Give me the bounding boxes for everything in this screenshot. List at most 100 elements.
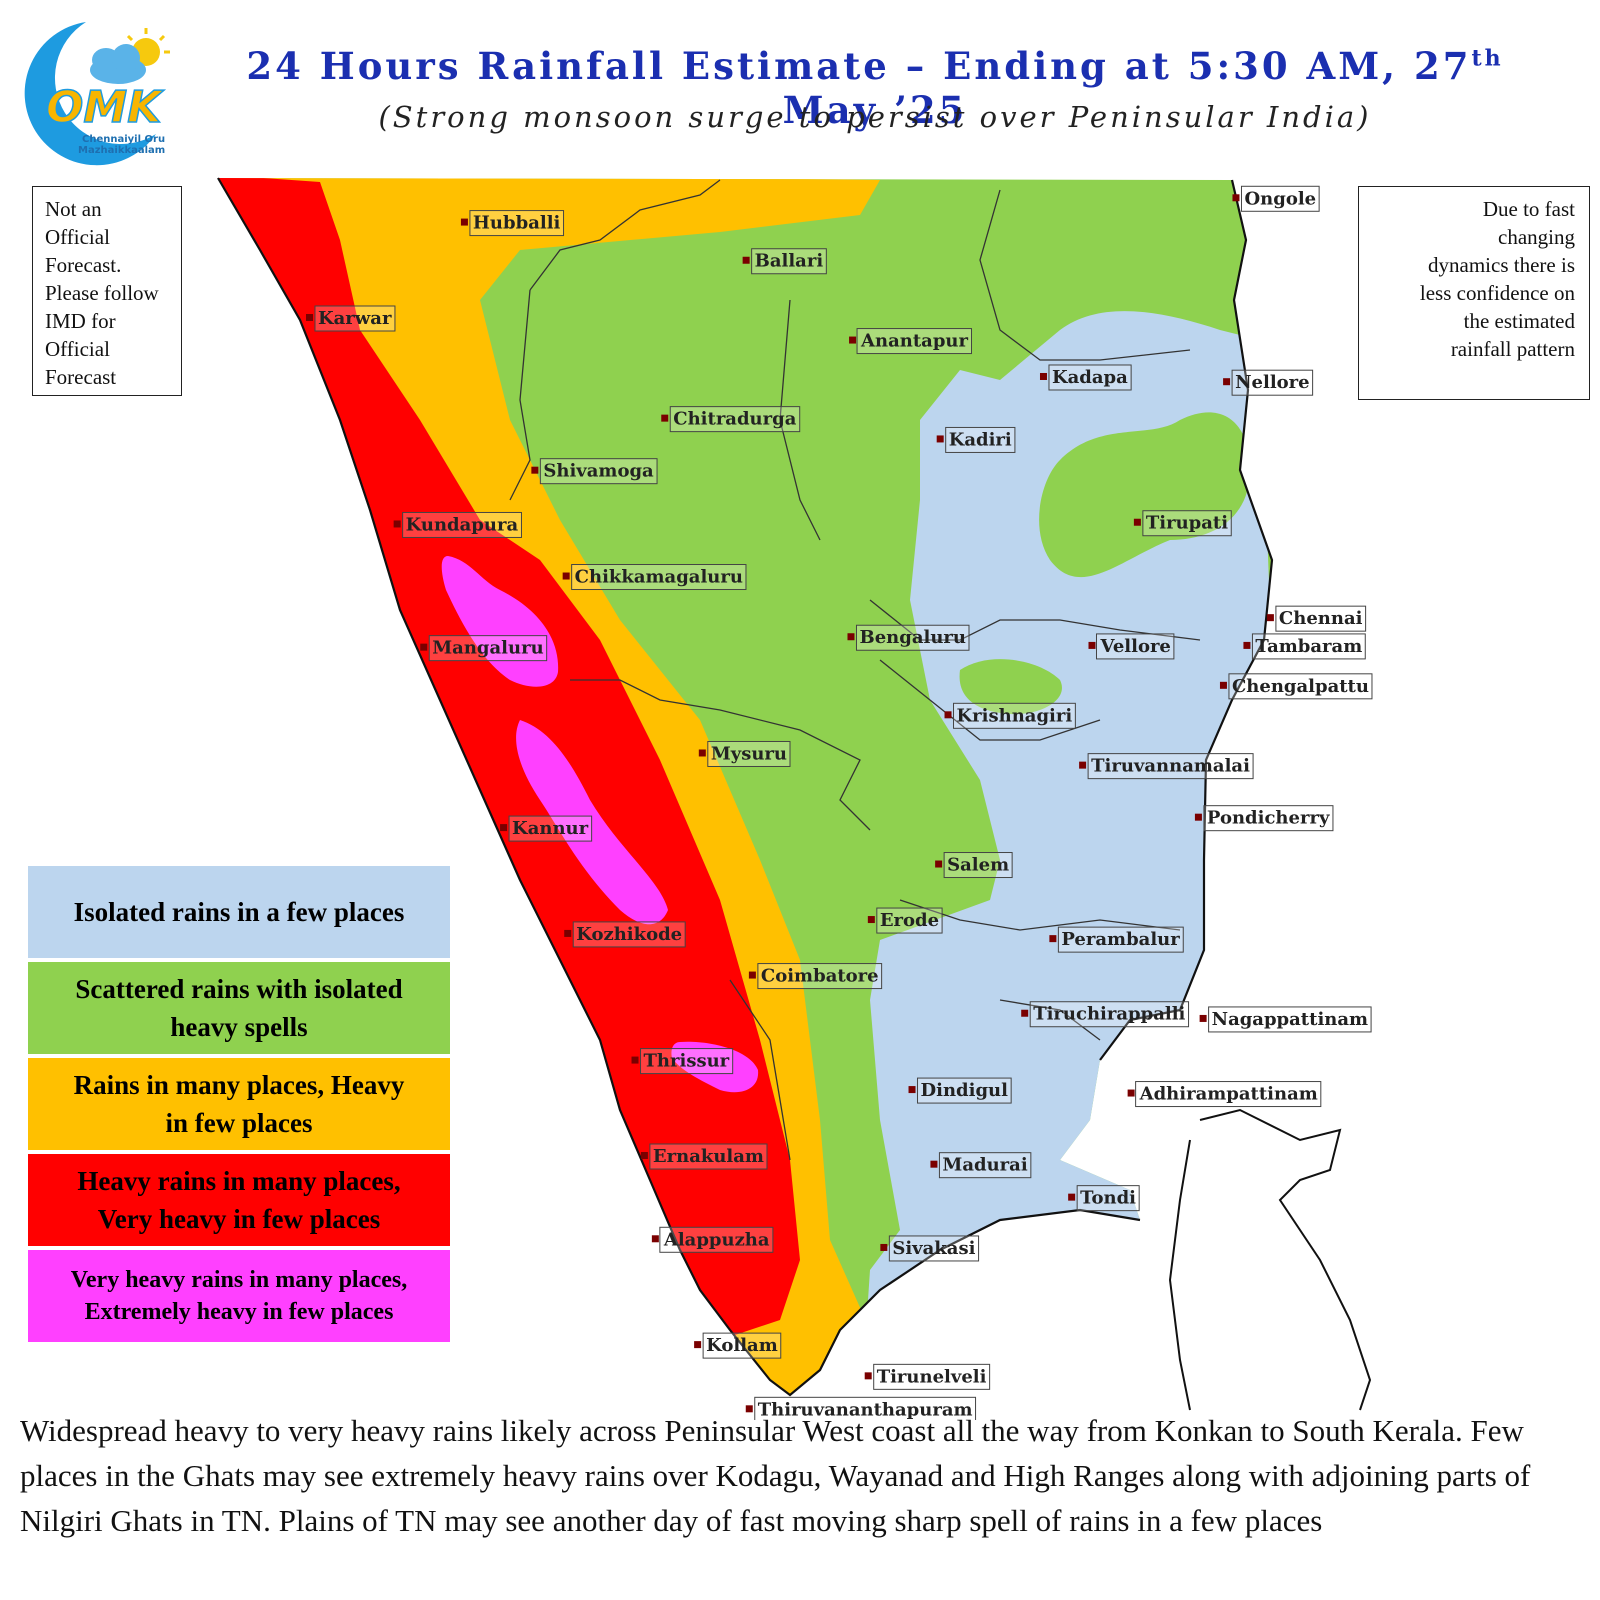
city-label: Tiruvannamalai [1091,756,1250,777]
city-coimbatore: Coimbatore [748,963,883,990]
city-label-box [917,1077,1012,1104]
city-marker-icon [651,1235,659,1243]
city-label: Ballari [755,251,824,272]
city-tambaram: Tambaram [1243,633,1366,660]
city-label: Kundapura [406,514,519,535]
city-label: Tirunelveli [877,1366,987,1387]
city-label: Chikkamagaluru [575,567,743,588]
city-thrissur: Thrissur [631,1048,734,1075]
city-label: Shivamoga [543,461,654,482]
city-label-box [1231,369,1314,396]
city-label-box [571,564,747,591]
city-marker-icon [1219,681,1227,689]
city-label-box [702,1332,782,1359]
logo-line2: Mazhaikkaalam [78,145,165,156]
city-label-box [539,458,658,485]
city-marker-icon [1194,813,1202,821]
city-label: Adhirampattinam [1139,1084,1318,1105]
city-label-box [1135,1081,1322,1108]
city-mysuru: Mysuru [698,740,791,767]
city-marker-icon [420,643,428,651]
city-perambalur: Perambalur [1049,926,1184,953]
city-thiruvananthapuram: Thiruvananthapuram [745,1396,977,1420]
city-dindigul: Dindigul [908,1077,1012,1104]
city-kannur: Kannur [500,815,593,842]
city-erode: Erode [867,907,943,934]
cloud-icon [90,44,146,84]
city-label-box [1240,185,1320,212]
city-label-box [1087,753,1254,780]
city-marker-icon [698,749,706,757]
city-marker-icon [1223,378,1231,386]
city-marker-icon [867,916,875,924]
city-kollam: Kollam [694,1332,782,1359]
city-kadapa: Kadapa [1039,364,1132,391]
city-krishnagiri: Krishnagiri [944,702,1076,729]
city-ballari: Ballari [742,248,827,275]
city-label-box [855,624,970,651]
logo-line1: Chennaiyil Oru [82,134,165,145]
city-karwar: Karwar [306,305,396,332]
city-marker-icon [936,435,944,443]
city-label-box [943,852,1013,879]
city-kundapura: Kundapura [393,511,522,538]
city-marker-icon [1068,1193,1076,1201]
city-label: Chennai [1279,608,1363,629]
city-marker-icon [306,314,313,321]
city-label: Mysuru [711,743,787,764]
city-chennai: Chennai [1266,605,1367,632]
city-marker-icon [742,256,750,264]
city-marker-icon [1039,372,1047,380]
city-chengalpattu: Chengalpattu [1219,673,1373,700]
city-label: Nellore [1235,372,1310,393]
city-marker-icon [564,929,572,937]
sri-lanka-outline [1168,1108,1372,1411]
city-label: Tiruchirappalli [1033,1004,1185,1025]
city-label-box [314,305,396,332]
city-marker-icon [393,520,401,528]
city-marker-icon [562,572,570,580]
city-label: Hubballi [473,213,561,234]
city-tiruvannamalai: Tiruvannamalai [1079,753,1254,780]
city-label-box [945,426,1016,453]
city-label-box [1076,1185,1140,1212]
city-sivakasi: Sivakasi [880,1235,980,1262]
city-tiruchirappalli: Tiruchirappalli [1021,1001,1190,1028]
city-marker-icon [930,1160,938,1168]
omk-logo: OMK Chennaiyil Oru Mazhaikkaalam [24,22,170,166]
city-bengaluru: Bengaluru [847,624,970,651]
rainfall-map: Hubballi Ballari Ongole Karwar Anantapur Kada… [217,177,1373,1420]
city-label-box [1096,633,1175,660]
city-nellore: Nellore [1223,369,1314,396]
city-marker-icon [1049,935,1057,943]
city-label-box [572,921,686,948]
city-label: Tondi [1080,1188,1136,1209]
city-label: Bengaluru [859,627,966,648]
city-label-box [1251,633,1366,660]
city-label: Coimbatore [761,966,879,987]
confidence-note: Due to fast changing dynamics there is less… [1358,186,1590,400]
city-label-box [640,1048,734,1075]
city-label: Ernakulam [653,1146,764,1167]
city-label-box [659,1226,774,1253]
legend-rains-many: Rains in many places, Heavy in few place… [28,1058,450,1150]
city-label-box [1142,510,1232,537]
city-label-box [428,635,548,662]
city-label: Salem [947,855,1009,876]
city-markers: Hubballi Ballari Ongole Karwar Anantapur Kada… [306,185,1373,1420]
city-alappuzha: Alappuzha [651,1226,774,1253]
city-marker-icon [908,1086,916,1094]
boundary-lines [509,179,1201,1161]
city-label: Kadiri [949,429,1012,450]
city-nagappattinam: Nagappattinam [1199,1006,1372,1033]
city-label-box [757,963,883,990]
zone-extremely-heavy [441,556,559,687]
forecast-summary: Widespread heavy to very heavy rains lik… [20,1413,1531,1538]
city-label-box [754,1396,977,1420]
city-marker-icon [631,1056,639,1064]
city-label-box [953,702,1076,729]
city-tondi: Tondi [1068,1185,1140,1212]
city-label: Alappuzha [663,1229,770,1250]
city-label: Kollam [706,1335,778,1356]
city-marker-icon [460,218,468,226]
